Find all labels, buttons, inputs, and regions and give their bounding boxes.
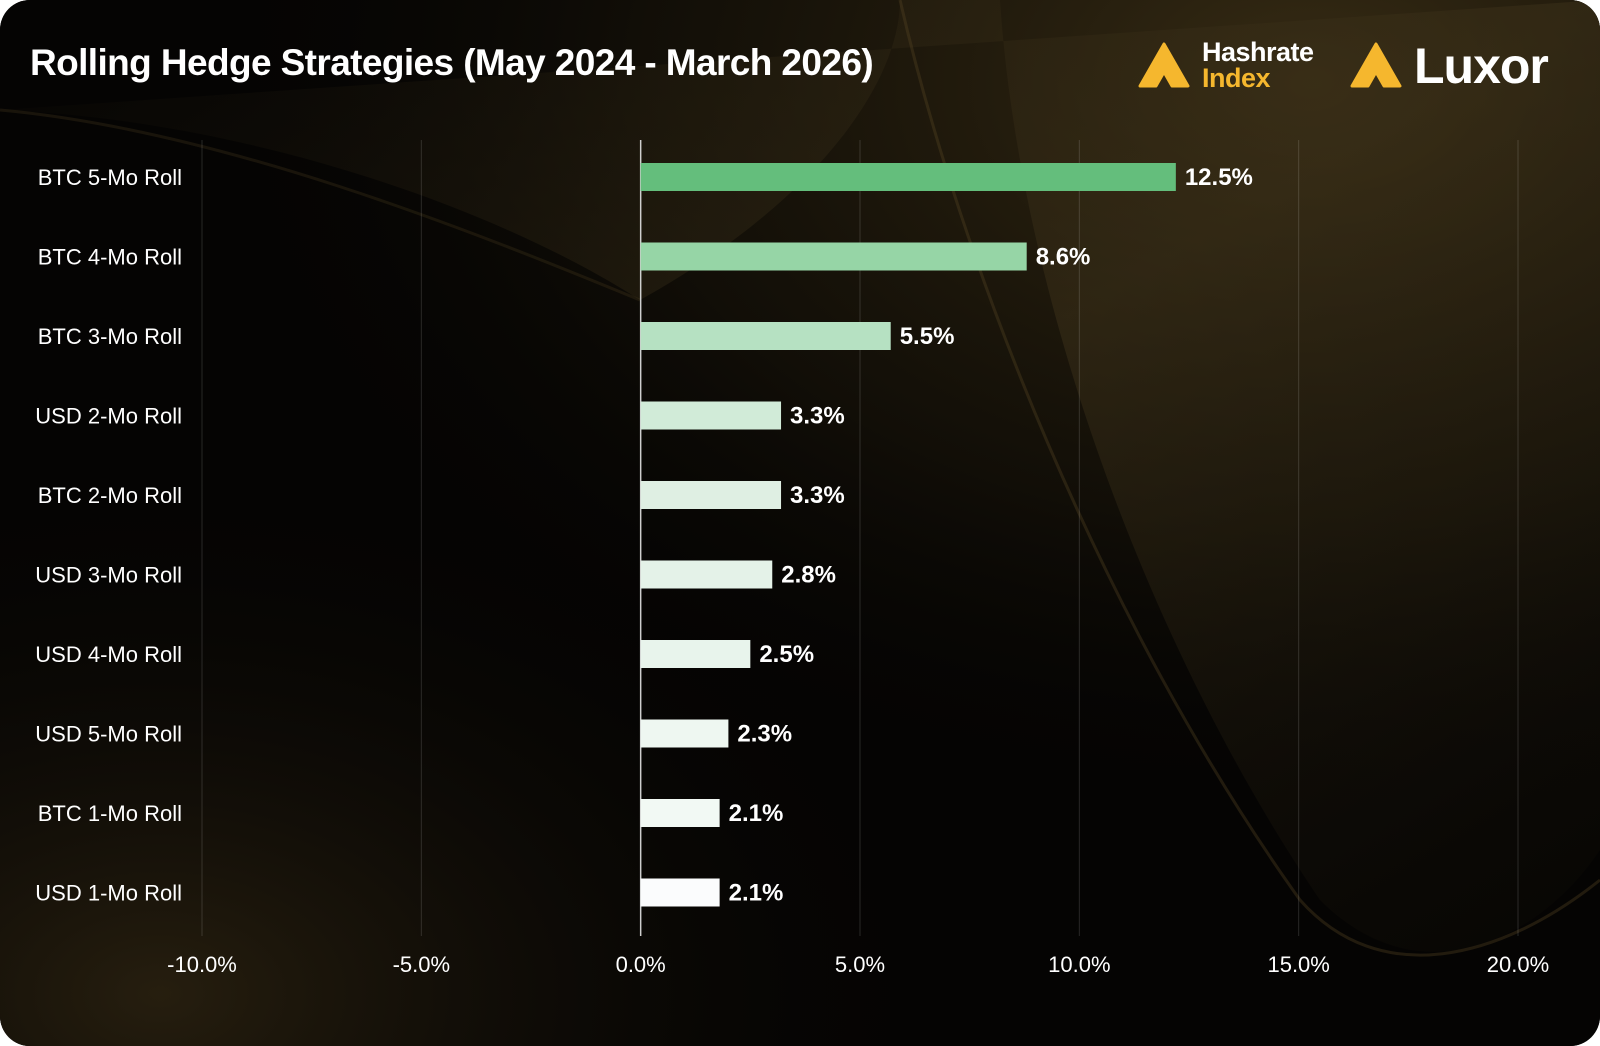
- bar: [640, 640, 751, 668]
- chart-title: Rolling Hedge Strategies (May 2024 - Mar…: [30, 42, 874, 83]
- x-tick-label: 20.0%: [1487, 952, 1549, 977]
- x-tick-label: -5.0%: [393, 952, 450, 977]
- data-label: 8.6%: [1036, 244, 1091, 271]
- x-tick-label: 5.0%: [835, 952, 885, 977]
- category-label: BTC 2-Mo Roll: [38, 483, 182, 508]
- category-label: BTC 1-Mo Roll: [38, 801, 182, 826]
- data-label: 5.5%: [900, 323, 955, 350]
- data-label: 2.5%: [759, 641, 814, 668]
- category-label: BTC 4-Mo Roll: [38, 245, 182, 270]
- category-label: USD 5-Mo Roll: [35, 722, 182, 747]
- hashrate-logo-line1: Hashrate: [1202, 37, 1314, 67]
- bar: [640, 322, 891, 350]
- data-label: 12.5%: [1185, 164, 1253, 191]
- x-tick-label: -10.0%: [167, 952, 237, 977]
- data-label: 2.1%: [729, 800, 784, 827]
- category-label: BTC 5-Mo Roll: [38, 165, 182, 190]
- data-label: 3.3%: [790, 403, 845, 430]
- bar: [640, 242, 1027, 271]
- data-label: 2.1%: [729, 880, 784, 907]
- bar: [640, 163, 1176, 191]
- bar: [640, 799, 720, 827]
- luxor-logo: Luxor: [1350, 38, 1560, 94]
- luxor-logo-text: Luxor: [1414, 38, 1549, 94]
- bar: [640, 481, 782, 509]
- x-tick-label: 10.0%: [1048, 952, 1110, 977]
- bar: [640, 878, 720, 907]
- hashrate-index-logo: Hashrate Index: [1138, 38, 1338, 94]
- bar: [640, 719, 729, 748]
- category-label: USD 3-Mo Roll: [35, 563, 182, 588]
- data-label: 3.3%: [790, 482, 845, 509]
- hashrate-logo-line2: Index: [1202, 63, 1271, 93]
- data-label: 2.8%: [781, 562, 836, 589]
- category-label: USD 4-Mo Roll: [35, 642, 182, 667]
- hashrate-mark-icon: [1138, 42, 1190, 88]
- category-label: USD 2-Mo Roll: [35, 404, 182, 429]
- x-tick-label: 0.0%: [616, 952, 666, 977]
- category-label: BTC 3-Mo Roll: [38, 324, 182, 349]
- x-tick-label: 15.0%: [1267, 952, 1329, 977]
- category-label: USD 1-Mo Roll: [35, 881, 182, 906]
- bar: [640, 401, 782, 430]
- luxor-mark-icon: [1350, 42, 1402, 88]
- data-label: 2.3%: [737, 721, 792, 748]
- bar: [640, 560, 773, 589]
